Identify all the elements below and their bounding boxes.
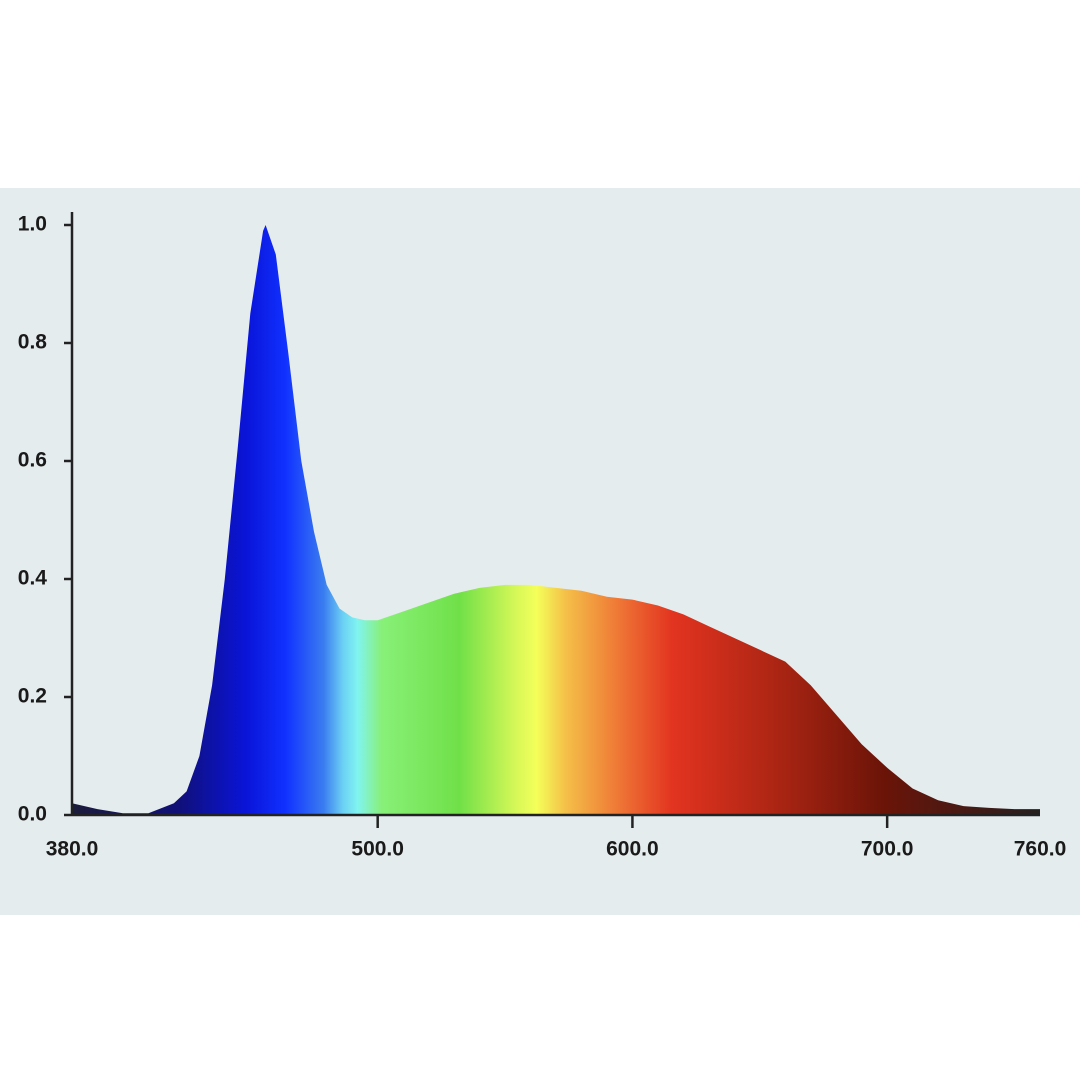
y-tick-label: 0.8: [18, 331, 48, 354]
y-tick-label: 0.0: [18, 803, 47, 826]
spectrum-area: [72, 225, 1040, 815]
x-tick-label: 380.0: [46, 838, 99, 861]
x-tick-label: 500.0: [351, 838, 404, 861]
y-tick-label: 0.2: [18, 685, 47, 708]
x-tick-label: 700.0: [861, 838, 914, 861]
x-tick-label: 600.0: [606, 838, 659, 861]
x-tick-label: 760.0: [1014, 838, 1067, 861]
y-tick-label: 0.6: [18, 449, 47, 472]
y-tick-label: 1.0: [18, 213, 47, 236]
y-tick-label: 0.4: [18, 567, 48, 590]
